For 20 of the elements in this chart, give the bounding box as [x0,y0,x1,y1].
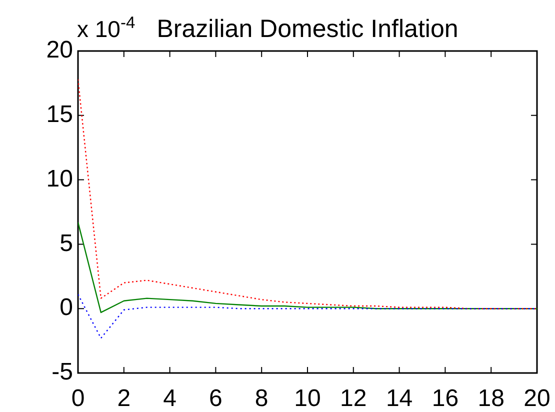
y-tick-label: 10 [46,165,73,192]
chart-title: Brazilian Domestic Inflation [156,15,458,43]
line-series [78,78,537,310]
x-tick-label: 12 [340,385,367,412]
x-tick-label: 8 [254,385,268,412]
x-tick-label: 20 [524,385,550,412]
x-tick-label: 2 [117,385,131,412]
line-series [78,294,537,339]
x-tick-label: 10 [294,385,321,412]
y-tick-label: 5 [60,230,73,257]
y-tick-label: -5 [52,358,73,386]
y-tick-label: 15 [46,101,73,128]
y-tick-label: 20 [46,36,73,64]
x-tick-label: 18 [478,385,504,412]
x-tick-label: 14 [386,385,413,412]
y-tick-label: 0 [60,294,73,322]
x-tick-label: 16 [432,385,459,412]
x-tick-label: 6 [209,385,222,412]
text: x 10$^{-4}$ [77,12,136,42]
x-tick-label: 4 [163,385,176,412]
